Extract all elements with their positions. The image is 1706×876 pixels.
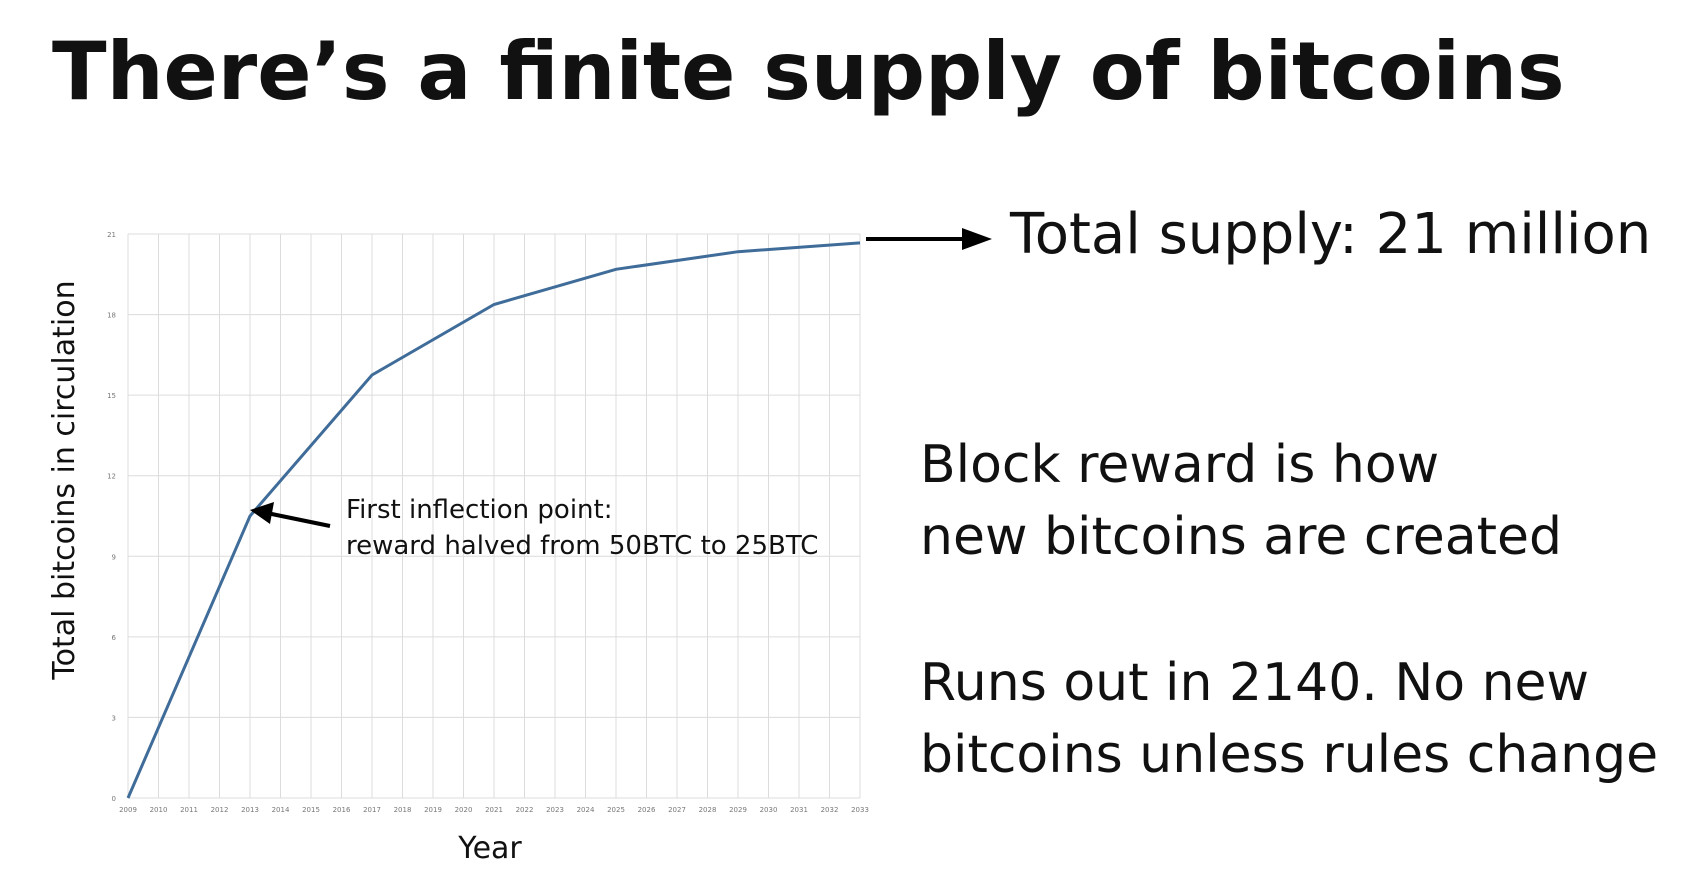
x-tick-label: 2016 bbox=[333, 806, 351, 814]
x-tick-label: 2033 bbox=[851, 806, 869, 814]
x-tick-label: 2024 bbox=[577, 806, 595, 814]
x-tick-label: 2011 bbox=[180, 806, 198, 814]
annotation-line-2: reward halved from 50BTC to 25BTC bbox=[346, 531, 818, 561]
x-tick-label: 2026 bbox=[638, 806, 656, 814]
chart-ticks: 2009 2010 2011 2012 2013 2014 2015 2016 2017 2018… bbox=[107, 231, 869, 814]
x-tick-label: 2032 bbox=[821, 806, 839, 814]
supply-callout: Total supply: 21 million bbox=[1010, 202, 1652, 267]
x-tick-label: 2020 bbox=[455, 806, 473, 814]
annotation-arrow-shaft bbox=[261, 510, 331, 528]
x-tick-label: 2018 bbox=[394, 806, 412, 814]
supply-arrow-head bbox=[962, 228, 992, 250]
annotation-line-1: First inflection point: bbox=[346, 495, 613, 525]
y-tick-label: 15 bbox=[107, 392, 116, 400]
slide-title: There’s a finite supply of bitcoins bbox=[52, 25, 1565, 118]
x-tick-label: 2015 bbox=[302, 806, 320, 814]
chart-grid bbox=[127, 233, 861, 799]
x-tick-label: 2014 bbox=[272, 806, 290, 814]
y-tick-label: 18 bbox=[107, 312, 116, 320]
x-tick-label: 2017 bbox=[363, 806, 381, 814]
x-tick-label: 2012 bbox=[211, 806, 229, 814]
x-tick-label: 2027 bbox=[668, 806, 686, 814]
x-tick-label: 2031 bbox=[790, 806, 808, 814]
note-block-reward-line-1: Block reward is how bbox=[920, 435, 1440, 495]
y-tick-label: 21 bbox=[107, 231, 116, 239]
note-block-reward-line-2: new bitcoins are created bbox=[920, 507, 1562, 567]
x-tick-label: 2025 bbox=[607, 806, 625, 814]
y-tick-label: 9 bbox=[112, 553, 116, 561]
y-tick-label: 6 bbox=[112, 634, 117, 642]
x-tick-label: 2030 bbox=[760, 806, 778, 814]
y-tick-label: 3 bbox=[112, 714, 116, 722]
x-tick-label: 2013 bbox=[241, 806, 259, 814]
x-tick-label: 2022 bbox=[516, 806, 534, 814]
x-tick-label: 2029 bbox=[729, 806, 747, 814]
x-tick-label: 2021 bbox=[485, 806, 503, 814]
x-tick-label: 2009 bbox=[119, 806, 137, 814]
y-axis-label: Total bitcoins in circulation bbox=[47, 280, 82, 680]
y-tick-label: 12 bbox=[107, 473, 116, 481]
x-tick-label: 2028 bbox=[699, 806, 717, 814]
note-runs-out-line-1: Runs out in 2140. No new bbox=[920, 653, 1590, 713]
x-tick-label: 2023 bbox=[546, 806, 564, 814]
annotation-arrow-head bbox=[250, 502, 274, 524]
note-runs-out-line-2: bitcoins unless rules change bbox=[920, 725, 1659, 785]
x-axis-label: Year bbox=[457, 831, 522, 866]
supply-line bbox=[126, 241, 861, 799]
x-tick-label: 2019 bbox=[424, 806, 442, 814]
x-tick-label: 2010 bbox=[150, 806, 168, 814]
y-tick-label: 0 bbox=[112, 795, 116, 803]
